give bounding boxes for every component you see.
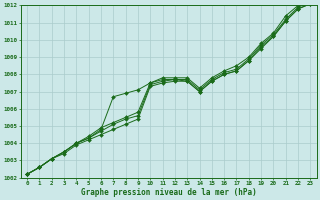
X-axis label: Graphe pression niveau de la mer (hPa): Graphe pression niveau de la mer (hPa): [81, 188, 257, 197]
